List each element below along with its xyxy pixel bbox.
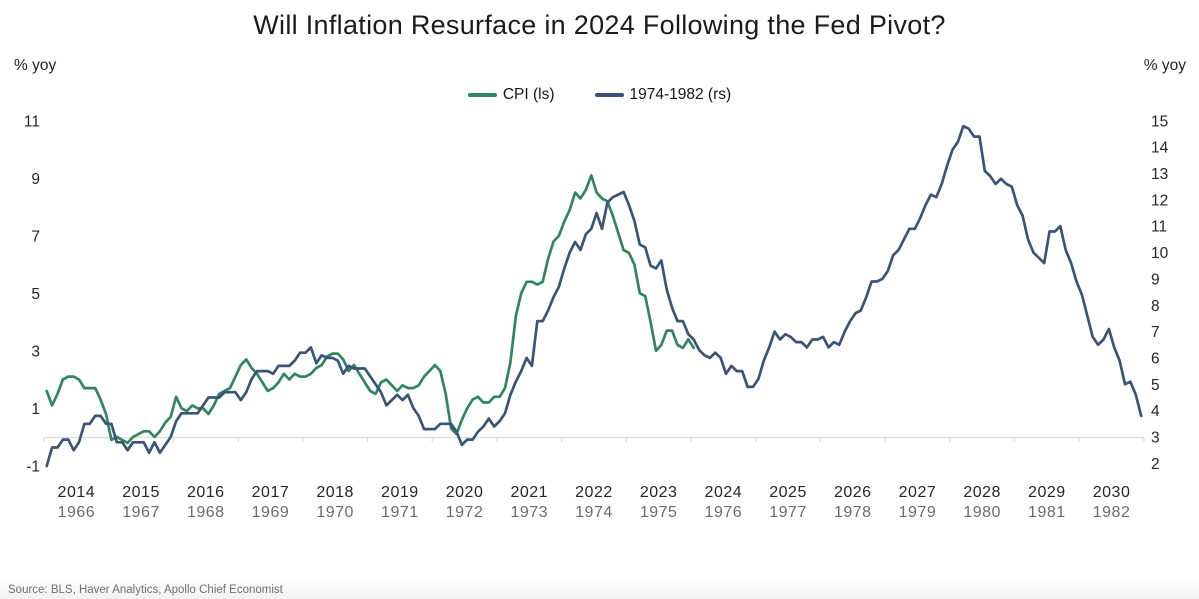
- right-axis-tick-label: 6: [1151, 350, 1160, 367]
- right-axis-tick-label: 5: [1151, 377, 1160, 394]
- x-axis-year-primary: 2021: [510, 484, 548, 501]
- x-axis-year-primary: 2025: [769, 484, 807, 501]
- right-axis-tick-label: 8: [1151, 298, 1160, 315]
- left-axis-tick-label: 7: [31, 228, 40, 245]
- x-axis-year-secondary: 1966: [58, 504, 96, 521]
- legend-label: CPI (ls): [502, 86, 555, 103]
- x-axis-year-primary: 2016: [187, 484, 225, 501]
- left-axis-tick-label: -1: [26, 458, 40, 475]
- series-line-cpi-ls-: [45, 174, 696, 445]
- chart-title: Will Inflation Resurface in 2024 Followi…: [253, 10, 946, 40]
- x-axis-year-primary: 2023: [640, 484, 678, 501]
- x-axis-year-secondary: 1970: [316, 504, 354, 521]
- x-axis-year-secondary: 1979: [899, 504, 937, 521]
- right-axis-tick-label: 13: [1151, 166, 1168, 183]
- x-axis-year-secondary: 1977: [769, 504, 807, 521]
- x-axis-year-primary: 2020: [446, 484, 484, 501]
- right-axis-tick-label: 3: [1151, 430, 1160, 447]
- x-axis-year-primary: 2029: [1028, 484, 1066, 501]
- left-axis-tick-label: 11: [24, 113, 40, 130]
- x-axis-year-primary: 2019: [381, 484, 419, 501]
- right-axis-tick-label: 15: [1151, 113, 1168, 130]
- left-axis-tick-label: 3: [31, 343, 40, 360]
- right-axis-tick-label: 9: [1151, 271, 1160, 288]
- x-axis-year-primary: 2026: [834, 484, 872, 501]
- x-axis-year-secondary: 1982: [1093, 504, 1131, 521]
- x-axis-year-primary: 2018: [316, 484, 354, 501]
- x-axis-year-primary: 2015: [122, 484, 160, 501]
- x-axis-year-secondary: 1974: [575, 504, 613, 521]
- right-axis-tick-label: 2: [1151, 456, 1160, 473]
- legend-swatch-icon: [467, 93, 497, 97]
- x-axis-year-primary: 2028: [963, 484, 1001, 501]
- x-axis-year-secondary: 1978: [834, 504, 872, 521]
- x-axis-year-secondary: 1971: [381, 504, 419, 521]
- left-axis-tick-label: 9: [31, 171, 40, 188]
- x-axis-year-primary: 2014: [58, 484, 96, 501]
- legend: CPI (ls) 1974-1982 (rs): [0, 86, 1199, 104]
- x-axis-year-primary: 2024: [705, 484, 743, 501]
- series-line-1974-1982-rs-: [45, 124, 1143, 468]
- x-axis-year-secondary: 1969: [252, 504, 290, 521]
- legend-item-0: CPI (ls): [467, 86, 555, 104]
- left-axis-tick-label: 1: [31, 401, 40, 418]
- x-axis-year-primary: 2017: [252, 484, 290, 501]
- right-axis-tick-label: 7: [1151, 324, 1160, 341]
- x-axis-year-secondary: 1976: [705, 504, 743, 521]
- x-axis-year-primary: 2022: [575, 484, 613, 501]
- right-axis-tick-label: 14: [1151, 140, 1169, 157]
- x-axis-year-secondary: 1972: [446, 504, 484, 521]
- source-note: Source: BLS, Haver Analytics, Apollo Chi…: [8, 583, 283, 596]
- right-axis-tick-label: 11: [1151, 219, 1167, 236]
- x-axis-year-primary: 2030: [1093, 484, 1131, 501]
- left-axis-unit-label: % yoy: [14, 57, 57, 74]
- x-axis-year-secondary: 1975: [640, 504, 678, 521]
- right-axis-tick-label: 4: [1151, 403, 1160, 420]
- legend-label: 1974-1982 (rs): [629, 86, 732, 103]
- legend-item-1: 1974-1982 (rs): [594, 86, 732, 104]
- x-axis-year-secondary: 1981: [1028, 504, 1066, 521]
- x-axis-year-secondary: 1968: [187, 504, 225, 521]
- x-axis-year-secondary: 1973: [510, 504, 548, 521]
- legend-swatch-icon: [594, 93, 624, 97]
- right-axis-tick-label: 12: [1151, 192, 1168, 209]
- x-axis-year-primary: 2027: [899, 484, 937, 501]
- x-axis-year-secondary: 1980: [963, 504, 1001, 521]
- left-axis-tick-label: 5: [31, 286, 40, 303]
- footer-bar: Source: BLS, Haver Analytics, Apollo Chi…: [0, 580, 1199, 599]
- x-axis-year-secondary: 1967: [122, 504, 160, 521]
- right-axis-unit-label: % yoy: [1143, 57, 1186, 74]
- right-axis-tick-label: 10: [1151, 245, 1169, 262]
